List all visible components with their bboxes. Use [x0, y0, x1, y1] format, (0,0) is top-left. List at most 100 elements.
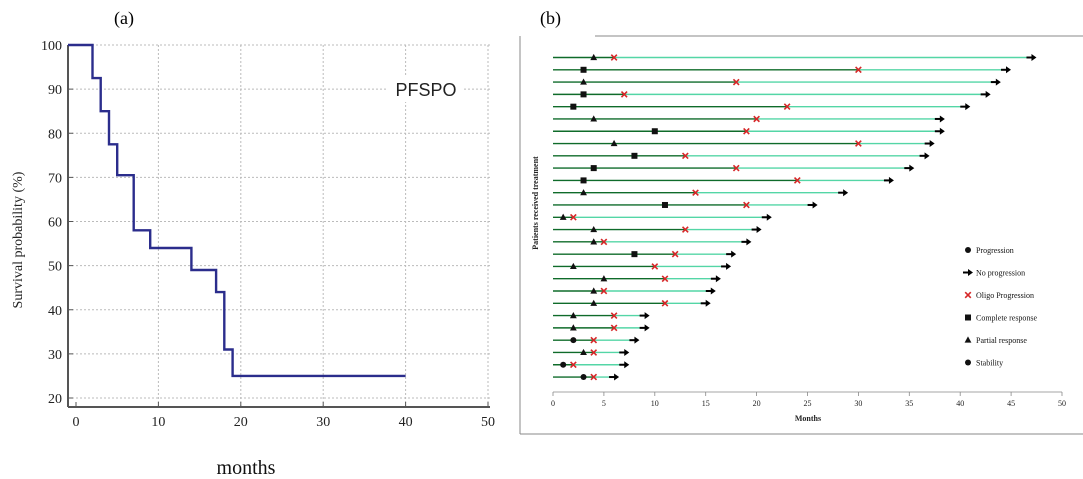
response-marker: [651, 128, 658, 135]
oligo-progression-marker: [661, 275, 669, 283]
patient-row: [553, 115, 945, 123]
response-marker: [590, 238, 598, 245]
legend-symbol-triangle: [964, 336, 972, 343]
patient-row: [553, 238, 752, 246]
panel-b-y-axis-label: Patients received treatment: [531, 156, 540, 250]
no-progression-arrow: [639, 324, 650, 332]
patient-row: [553, 250, 737, 258]
panel-a-grid: [68, 44, 490, 407]
panel-b-x-tick-label-5: 25: [804, 399, 812, 408]
pfspo-annotation: PFSPO: [395, 80, 456, 100]
oligo-progression-marker: [855, 66, 862, 74]
panel-b-x-tick-label-1: 5: [602, 399, 606, 408]
patient-row: [553, 324, 650, 332]
no-progression-arrow: [629, 336, 640, 344]
panel-a-x-tick-label-1: 10: [151, 415, 165, 430]
response-marker: [580, 374, 587, 381]
oligo-progression-marker: [590, 336, 598, 344]
patient-row: [553, 66, 1012, 74]
patient-row: [553, 348, 630, 356]
panel-a-x-tick-label-4: 40: [399, 415, 413, 430]
response-marker: [580, 189, 587, 196]
oligo-progression-marker: [661, 299, 669, 307]
response-marker: [631, 152, 638, 159]
legend-item: Complete response: [965, 314, 1038, 323]
response-marker: [590, 165, 597, 172]
response-marker: [570, 103, 577, 110]
panel-b-x-tick-label-6: 30: [854, 399, 862, 408]
no-progression-arrow: [980, 90, 991, 98]
patient-row: [553, 336, 640, 344]
oligo-progression-marker: [610, 324, 618, 332]
panel-a-y-tick-label-5: 70: [48, 171, 62, 186]
legend-label: Progression: [976, 246, 1014, 255]
panel-a-y-tick-label-1: 30: [48, 348, 62, 363]
oligo-progression-marker: [600, 238, 608, 246]
panel-b-x-tick-label-10: 50: [1058, 399, 1066, 408]
panel-a-x-tick-label-5: 50: [481, 415, 495, 430]
oligo-progression-marker: [855, 140, 862, 147]
panel-a-axes: [67, 45, 490, 408]
response-marker: [580, 177, 587, 184]
patient-row: [553, 164, 915, 172]
patient-row: [553, 189, 849, 197]
response-marker: [580, 91, 587, 98]
oligo-progression-marker: [671, 250, 679, 258]
panel-b-x-tick-label-3: 15: [702, 399, 710, 408]
panel-a-label: (a): [114, 8, 134, 29]
panel-b-x-tick-label-8: 40: [956, 399, 964, 408]
no-progression-arrow: [1001, 66, 1012, 74]
patient-row: [553, 103, 971, 111]
panel-a: (a) 0 10 20 30 40 50 20 30 40 50 60 70 80 90 100 Survi…: [11, 8, 495, 479]
oligo-progression-marker: [600, 287, 608, 295]
oligo-progression-marker: [692, 189, 699, 197]
patient-row: [553, 373, 620, 381]
oligo-progression-marker: [651, 263, 659, 270]
panel-a-y-tick-label-8: 100: [41, 39, 62, 54]
response-marker: [590, 53, 598, 61]
patient-row: [553, 361, 630, 369]
no-progression-arrow: [924, 140, 935, 148]
patient-row: [553, 262, 732, 270]
no-progression-arrow: [761, 213, 772, 221]
response-marker: [580, 78, 587, 85]
panel-a-y-axis-label: Survival probability (%): [11, 171, 26, 308]
patient-row: [553, 90, 991, 98]
no-progression-arrow: [934, 115, 945, 123]
legend-label: No progression: [976, 269, 1025, 278]
response-marker: [580, 66, 587, 73]
no-progression-arrow: [710, 275, 721, 283]
panel-a-y-tick-label-4: 60: [48, 216, 62, 231]
oligo-progression-marker: [590, 373, 598, 381]
patient-row: [553, 127, 945, 135]
patient-row: [553, 53, 1037, 61]
pfspo-label-bg: [388, 76, 464, 102]
oligo-progression-marker: [793, 177, 801, 184]
patient-row: [553, 139, 935, 148]
patient-row: [553, 78, 1001, 86]
legend-symbol-arrow: [963, 269, 973, 276]
panel-a-y-tick-label-3: 50: [48, 260, 62, 275]
no-progression-arrow: [741, 238, 752, 246]
no-progression-arrow: [904, 164, 915, 172]
no-progression-arrow: [705, 287, 716, 295]
panel-a-ticks: 0 10 20 30 40 50 20 30 40 50 60 70 80 90 100: [41, 39, 495, 430]
no-progression-arrow: [1026, 54, 1037, 61]
response-marker: [661, 201, 668, 208]
legend-item: Partial response: [964, 336, 1027, 345]
panel-b-x-tick-label-4: 20: [753, 399, 761, 408]
oligo-progression-marker: [569, 361, 577, 369]
patient-row: [553, 225, 762, 234]
panel-b-ticks: 0 5 10 15 20 25 30 35 40 45 50: [551, 392, 1066, 408]
no-progression-arrow: [883, 176, 894, 184]
panel-b-x-tick-label-0: 0: [551, 399, 555, 408]
response-marker: [610, 139, 618, 147]
patient-row: [553, 287, 716, 295]
oligo-progression-marker: [753, 115, 760, 123]
panel-b-x-axis-label: Months: [795, 414, 821, 423]
response-marker: [569, 324, 577, 331]
panel-b-x-tick-label-9: 45: [1007, 399, 1015, 408]
response-marker: [569, 311, 577, 319]
no-progression-arrow: [639, 312, 650, 320]
